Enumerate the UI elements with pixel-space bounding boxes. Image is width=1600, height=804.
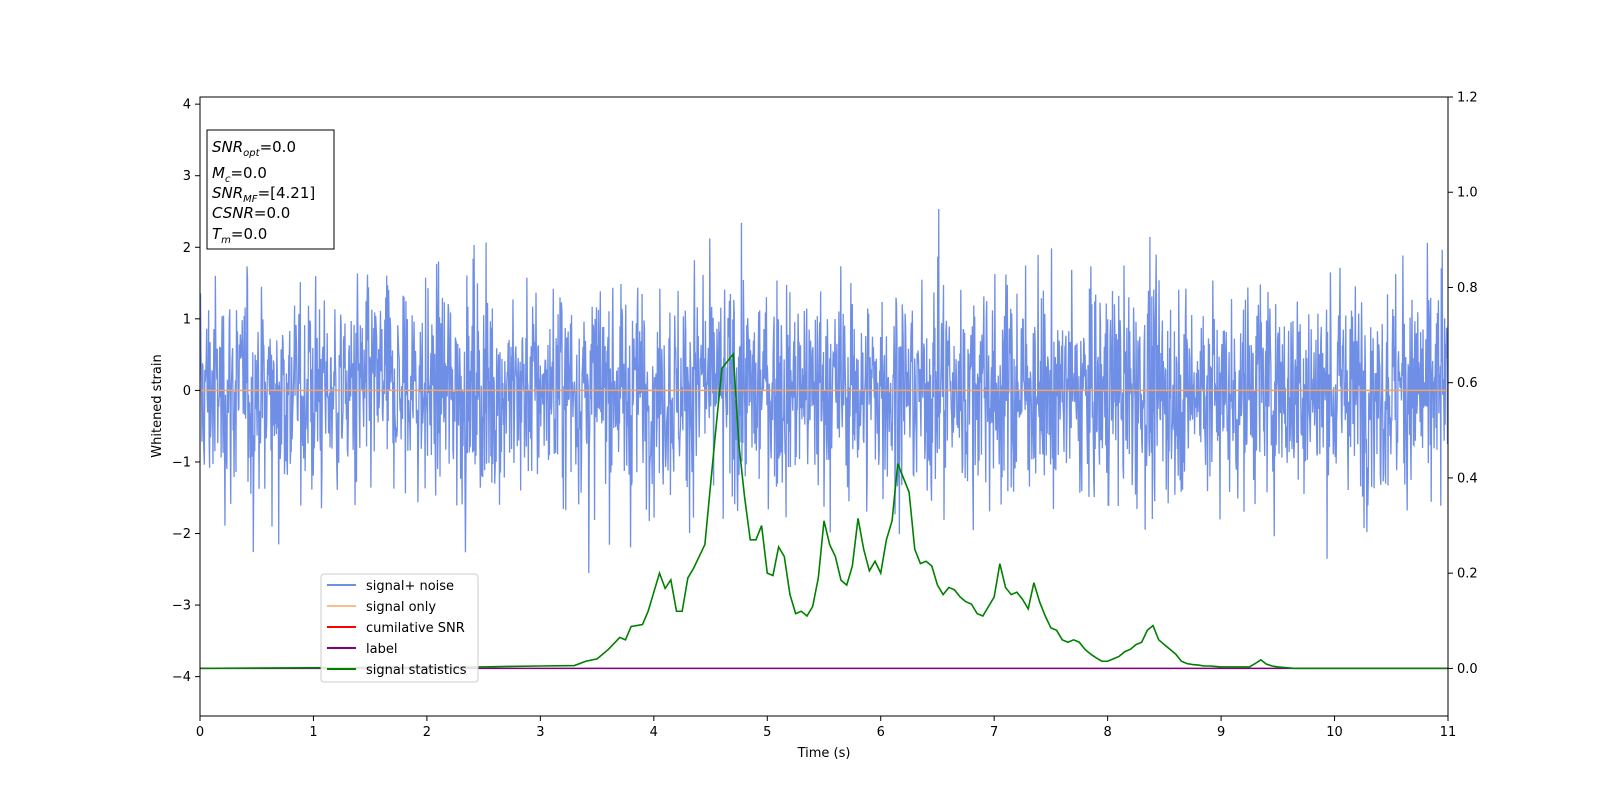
annotation-line: Tm=0.0 [212, 225, 267, 246]
x-axis-label: Time (s) [797, 746, 851, 761]
x-tick-label: 0 [196, 725, 204, 740]
legend-label: label [366, 642, 397, 657]
x-tick-label: 3 [536, 725, 544, 740]
y2-tick-label: 0.2 [1457, 567, 1478, 582]
y-tick-label: −1 [172, 455, 191, 470]
x-tick-label: 4 [650, 725, 658, 740]
y2-tick-label: 0.0 [1457, 662, 1478, 677]
y2-tick-label: 0.6 [1457, 376, 1478, 391]
x-tick-label: 7 [990, 725, 998, 740]
legend-label: signal statistics [366, 663, 467, 678]
plot-frame [199, 96, 1449, 717]
annotation-line: SNRopt=0.0 [212, 138, 296, 159]
x-tick-label: 9 [1217, 725, 1225, 740]
y-tick-label: 0 [183, 384, 191, 399]
y-axis-right: 0.0 0.2 0.4 0.6 0.8 1.0 1.2 [1448, 91, 1478, 677]
x-tick-label: 1 [309, 725, 317, 740]
x-tick-label: 8 [1103, 725, 1111, 740]
series-signal-noise [200, 209, 1448, 573]
y-tick-label: 3 [183, 169, 191, 184]
y-tick-label: −3 [172, 599, 191, 614]
annotation-frame [206, 129, 335, 250]
x-tick-label: 5 [763, 725, 771, 740]
y-tick-label: −4 [172, 670, 191, 685]
legend-frame [320, 573, 479, 683]
y-tick-label: 1 [183, 312, 191, 327]
annotation-line: CSNR=0.0 [212, 204, 290, 222]
legend-label: cumilative SNR [366, 621, 465, 636]
x-tick-label: 10 [1326, 725, 1343, 740]
y2-tick-label: 0.4 [1457, 471, 1478, 486]
x-tick-label: 2 [423, 725, 431, 740]
y-tick-label: 2 [183, 241, 191, 256]
y-axis-label: Whitened strain [150, 354, 165, 457]
x-tick-label: 11 [1440, 725, 1457, 740]
y-tick-label: −2 [172, 527, 191, 542]
legend-label: signal+ noise [366, 579, 454, 594]
y2-tick-label: 0.8 [1457, 281, 1478, 296]
legend: signal+ noise signal only cumilative SNR la… [320, 573, 479, 683]
y2-tick-label: 1.0 [1457, 186, 1478, 201]
y-axis-left: −4 −3 −2 −1 0 1 2 3 4 [172, 98, 200, 685]
y2-tick-label: 1.2 [1457, 91, 1478, 106]
annotation-line: SNRMF=[4.21] [212, 184, 315, 205]
x-axis: 0 1 2 3 4 5 6 7 8 9 10 11 [196, 716, 1456, 740]
y-tick-label: 4 [183, 98, 191, 113]
x-tick-label: 6 [877, 725, 885, 740]
legend-label: signal only [366, 600, 436, 615]
annotation-line: Mc=0.0 [212, 164, 267, 185]
series-signal-statistics [200, 351, 1448, 670]
